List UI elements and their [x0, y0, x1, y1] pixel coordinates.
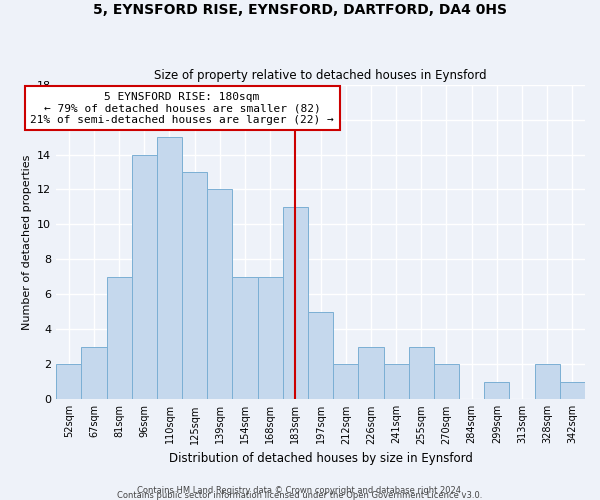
Bar — [535, 364, 560, 400]
Text: 5, EYNSFORD RISE, EYNSFORD, DARTFORD, DA4 0HS: 5, EYNSFORD RISE, EYNSFORD, DARTFORD, DA… — [93, 2, 507, 16]
Bar — [409, 347, 434, 400]
Bar — [107, 277, 132, 400]
Bar — [560, 382, 585, 400]
Bar — [207, 190, 232, 400]
Bar — [257, 277, 283, 400]
Bar — [383, 364, 409, 400]
Bar — [333, 364, 358, 400]
Bar — [484, 382, 509, 400]
Bar — [232, 277, 257, 400]
Bar — [308, 312, 333, 400]
Bar — [182, 172, 207, 400]
Bar — [56, 364, 82, 400]
Bar — [157, 137, 182, 400]
Bar — [358, 347, 383, 400]
Bar — [283, 207, 308, 400]
Text: Contains public sector information licensed under the Open Government Licence v3: Contains public sector information licen… — [118, 491, 482, 500]
Y-axis label: Number of detached properties: Number of detached properties — [22, 154, 32, 330]
Bar — [434, 364, 459, 400]
Bar — [82, 347, 107, 400]
Text: 5 EYNSFORD RISE: 180sqm
← 79% of detached houses are smaller (82)
21% of semi-de: 5 EYNSFORD RISE: 180sqm ← 79% of detache… — [30, 92, 334, 124]
X-axis label: Distribution of detached houses by size in Eynsford: Distribution of detached houses by size … — [169, 452, 473, 465]
Bar — [132, 154, 157, 400]
Text: Contains HM Land Registry data © Crown copyright and database right 2024.: Contains HM Land Registry data © Crown c… — [137, 486, 463, 495]
Title: Size of property relative to detached houses in Eynsford: Size of property relative to detached ho… — [154, 69, 487, 82]
